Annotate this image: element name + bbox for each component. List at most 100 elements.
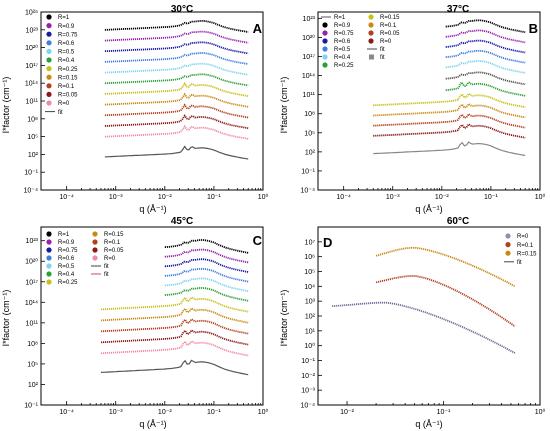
y-tick-label: 10² [28, 152, 39, 159]
legend-marker-swatch [46, 255, 52, 261]
legend-label: R=0.4 [58, 272, 75, 278]
series-r-1 [104, 20, 249, 33]
panel-d-legend: R=0 R=0.1 R=0.15 fit [504, 233, 537, 266]
legend-label: R=0.6 [334, 39, 351, 45]
series-r-0-75 [164, 258, 249, 273]
legend-marker-swatch [92, 239, 98, 245]
x-tick-label: 10⁻¹ [207, 194, 221, 201]
legend-marker-swatch [368, 30, 374, 36]
legend-label: R=0.25 [58, 67, 78, 73]
y-tick-label: 10⁸ [27, 116, 38, 123]
y-tick-label: 10⁸ [27, 341, 38, 348]
y-tick-label: 10² [305, 314, 316, 321]
panel-b-ylabel: I*factor (cm⁻¹) [279, 77, 289, 134]
y-tick-label: 10¹¹ [26, 320, 39, 327]
legend-label: fit [380, 55, 385, 61]
series-r-0-9 [445, 19, 526, 34]
panel-c-frame [40, 226, 264, 406]
panel-d-xlabel: q (Å⁻¹) [415, 419, 442, 429]
x-tick-label: 10⁰ [258, 193, 269, 201]
legend-marker-swatch [322, 38, 328, 44]
legend-label: fit [104, 272, 109, 278]
legend-marker-swatch [46, 239, 52, 245]
y-tick-label: 10²³ [26, 27, 39, 34]
legend-label: R=0 [104, 256, 116, 262]
y-tick-label: 10⁻² [301, 373, 315, 380]
legend-marker-swatch [46, 57, 52, 63]
series-r-0 [100, 339, 249, 357]
legend-marker-swatch [46, 14, 52, 20]
series-r-0-4 [104, 73, 249, 87]
legend-marker-swatch [322, 54, 328, 60]
legend-marker-swatch [92, 247, 98, 253]
series-r-0-05 [100, 329, 249, 346]
legend-marker-swatch [505, 242, 511, 248]
legend-label: R=1 [334, 15, 346, 21]
legend-marker-swatch [46, 279, 52, 285]
legend-marker-swatch [46, 247, 52, 253]
panel-c-xlabel: q (Å⁻¹) [139, 419, 166, 429]
series-r-1 [445, 71, 526, 86]
panel-b-title: 37°C [447, 4, 469, 15]
legend-marker-swatch [368, 14, 374, 20]
y-tick-label: 10⁵ [27, 134, 38, 141]
panel-d-ylabel: I*factor (cm⁻¹) [279, 290, 289, 347]
legend-label: R=0.15 [380, 15, 400, 21]
y-tick-label: 10⁰ [304, 342, 315, 350]
panel-d-title: 60°C [447, 216, 469, 227]
y-tick-label: 10² [28, 382, 39, 389]
x-tick-label: 10⁰ [535, 193, 546, 201]
legend-marker-swatch [46, 100, 52, 106]
panel-a: 30°C A I*factor (cm⁻¹) q (Å⁻¹) 10⁻⁴ 10⁻³ 1… [1, 4, 268, 214]
legend-label: R=0.9 [58, 24, 75, 30]
y-tick-label: 10²³ [26, 238, 39, 245]
legend-marker-swatch [46, 263, 52, 269]
legend-marker-swatch [46, 271, 52, 277]
panel-a-xlabel: q (Å⁻¹) [139, 204, 166, 214]
y-tick-label: 10¹⁴ [25, 81, 38, 88]
legend-marker-swatch [368, 22, 374, 28]
panel-b-legend: R=1 R=0.9 R=0.75 R=0.6 R=0.5 R=0.4 R=0.25 R=0.1… [321, 14, 400, 69]
panel-b-letter: B [529, 21, 538, 36]
series-r-0-1 [375, 275, 516, 328]
panel-d-curves [332, 246, 516, 354]
x-tick-label: 10⁻³ [386, 194, 400, 201]
legend-marker-swatch [92, 255, 98, 261]
panel-a-legend: R=1 R=0.9 R=0.75 R=0.6 R=0.5 R=0.4 R=0.25 R=0.1… [45, 14, 78, 116]
legend-marker-swatch [92, 231, 98, 237]
panel-b-frame [317, 11, 541, 191]
y-tick-label: 10⁵ [27, 361, 38, 368]
legend-label: R=0.4 [58, 58, 75, 64]
panel-d: 60°C D I*factor (cm⁻¹) q (Å⁻¹) 10⁻² 10⁻¹ 1… [279, 216, 545, 429]
y-tick-label: 10⁸ [304, 111, 315, 118]
x-tick-label: 10⁻² [340, 409, 354, 416]
panel-d-letter: D [323, 235, 332, 250]
y-tick-label: 10⁵ [304, 269, 315, 276]
series-r-0-6 [164, 267, 249, 283]
series-r-1 [164, 239, 249, 254]
legend-label: R=0 [58, 101, 70, 107]
series-r-0-75 [104, 41, 249, 55]
series-r-0-1 [104, 103, 249, 119]
y-tick-label: 10⁷ [305, 239, 316, 246]
legend-label: R=0.05 [380, 31, 400, 37]
series-r-0-05 [104, 114, 249, 130]
y-tick-label: 10⁻¹ [24, 403, 38, 410]
legend-label: R=0.9 [334, 23, 351, 29]
y-tick-label: 10⁻³ [301, 388, 315, 395]
series-r-0-6 [104, 51, 249, 65]
legend-marker-swatch [505, 233, 511, 239]
y-tick-label: 10⁻¹ [24, 170, 38, 177]
y-tick-label: 10³ [305, 299, 316, 306]
legend-label: R=0.75 [58, 32, 78, 38]
y-tick-label: 10⁵ [304, 130, 315, 137]
legend-label: R=0.05 [58, 93, 78, 99]
legend-label: R=0.15 [104, 232, 124, 238]
legend-marker-swatch [322, 30, 328, 36]
legend-marker-swatch [46, 74, 52, 80]
series-r-0-25 [100, 296, 249, 313]
legend-label: R=1 [58, 15, 70, 21]
series-r-0-1 [100, 318, 249, 335]
legend-label: R=0.1 [380, 23, 397, 29]
legend-marker-swatch [46, 66, 52, 72]
